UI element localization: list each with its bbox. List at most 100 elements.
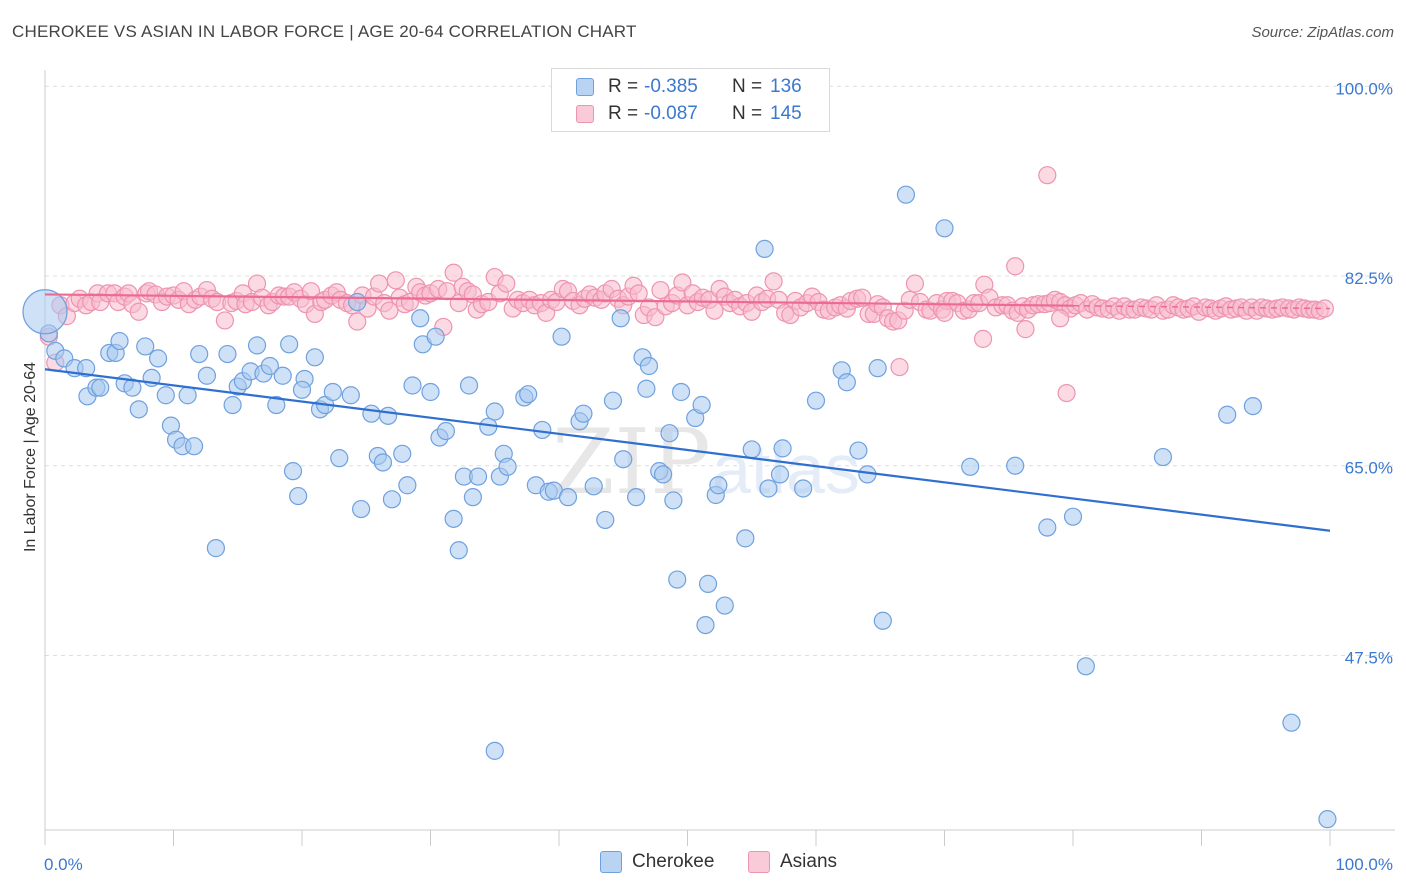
trend-lines	[44, 293, 1331, 532]
cherokee-point	[873, 611, 892, 630]
cherokee-point	[190, 344, 209, 364]
cherokee-point	[373, 453, 393, 472]
stats-row-asians: R = -0.087 N = 145	[576, 102, 802, 126]
cherokee-point	[935, 219, 954, 238]
n-value: 136	[770, 76, 802, 97]
cherokee-point	[1243, 396, 1263, 416]
asians-point	[764, 272, 783, 291]
cherokee-point	[709, 476, 728, 495]
cherokee-point	[247, 336, 267, 355]
cherokee-point	[77, 359, 96, 378]
cherokee-point	[280, 335, 299, 354]
cherokee-point	[639, 356, 659, 376]
cherokee-point	[330, 449, 349, 468]
y-tick-label: 100.0%	[1335, 79, 1393, 98]
cherokee-point	[637, 379, 656, 398]
cherokee-point	[558, 488, 578, 507]
cherokee-point	[1038, 518, 1057, 537]
cherokee-point	[614, 450, 633, 469]
asians-point	[444, 263, 463, 282]
asians-point	[386, 271, 405, 290]
asians-trend-extension	[1072, 304, 1331, 310]
cherokee-point	[468, 467, 488, 486]
cherokee-point	[671, 382, 691, 402]
cherokee-point	[449, 541, 468, 560]
r-value: -0.087	[644, 103, 698, 124]
cherokee-point	[292, 380, 312, 399]
cherokee-point	[692, 395, 711, 415]
axes	[44, 70, 1395, 846]
cherokee-point	[603, 391, 623, 410]
asians-point	[1016, 320, 1035, 339]
cherokee-point	[341, 386, 360, 405]
cherokee-point	[197, 366, 217, 385]
cherokee-point	[755, 239, 774, 258]
cherokee-point	[463, 488, 483, 507]
x-tick-label: 0.0%	[44, 855, 83, 874]
cherokee-point	[267, 395, 286, 415]
cherokee-point	[1006, 456, 1025, 475]
cherokee-point	[961, 457, 980, 476]
cherokee-trend-line	[44, 368, 1331, 532]
cherokee-point	[596, 510, 615, 530]
cherokee-point	[273, 366, 292, 385]
cherokee-point	[459, 376, 479, 395]
cherokee-point	[382, 490, 402, 509]
chart-title: CHEROKEE VS ASIAN IN LABOR FORCE | AGE 2…	[12, 22, 637, 41]
cherokee-point	[378, 406, 398, 425]
asians-point	[129, 302, 148, 321]
cherokee-point	[352, 499, 371, 519]
cherokee-point	[742, 440, 761, 459]
asians-point	[1038, 166, 1057, 185]
asians-point	[370, 274, 389, 293]
cherokee-point	[444, 509, 463, 528]
cherokee-point	[498, 457, 517, 476]
cherokee-point	[794, 479, 813, 498]
cherokee-point	[773, 439, 792, 458]
cherokee-point	[129, 400, 148, 419]
r-label: R =	[608, 103, 639, 124]
cherokee-point	[289, 486, 308, 506]
cherokee-point	[806, 391, 826, 410]
legend-label: Asians	[780, 851, 838, 872]
asians-point	[890, 357, 909, 377]
cherokee-point	[1318, 810, 1337, 829]
cherokee-point	[485, 402, 504, 421]
cherokee-point	[626, 488, 646, 507]
cherokee-point	[698, 574, 718, 593]
asians-point	[973, 329, 993, 348]
stats-legend: R = -0.385 N = 136 R = -0.087 N = 145	[551, 68, 830, 132]
cherokee-swatch	[576, 78, 594, 96]
cherokee-point	[323, 382, 342, 402]
r-label: R =	[608, 76, 639, 97]
source-label: Source: ZipAtlas.com	[1251, 24, 1394, 41]
x-tick-label: 100.0%	[1335, 855, 1393, 874]
cherokee-point	[849, 441, 868, 460]
cherokee-point	[1063, 507, 1083, 526]
legend-label: Cherokee	[632, 851, 715, 872]
cherokee-point	[403, 376, 422, 395]
asians-point	[935, 303, 954, 322]
cherokee-point	[1218, 405, 1237, 424]
cherokee-point	[184, 437, 204, 456]
asians-point	[215, 311, 234, 330]
data-points	[22, 166, 1337, 829]
cherokee-point	[436, 421, 456, 441]
cherokee-point	[305, 348, 324, 367]
cherokee-point	[653, 465, 673, 484]
stats-row-cherokee: R = -0.385 N = 136	[576, 75, 802, 99]
cherokee-point	[611, 309, 630, 328]
n-value: 145	[770, 103, 802, 124]
cherokee-point	[398, 476, 417, 495]
asians-point	[380, 301, 399, 320]
legend-item-cherokee: Cherokee	[600, 851, 714, 873]
cherokee-point	[668, 570, 687, 589]
asians-point	[905, 274, 925, 293]
cherokee-point	[260, 356, 279, 376]
cherokee-point	[584, 477, 603, 496]
cherokee-point	[411, 309, 430, 328]
asians-point	[348, 312, 367, 331]
cherokee-point	[552, 327, 571, 346]
asians-point	[629, 284, 648, 303]
asians-point	[497, 274, 516, 293]
